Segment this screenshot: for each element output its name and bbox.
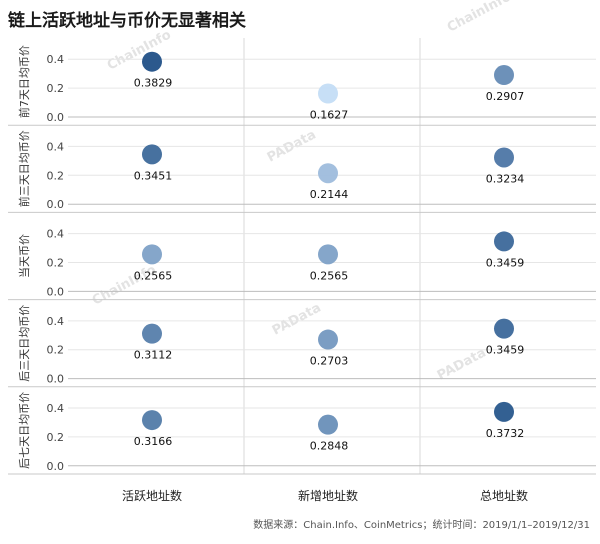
y-tick-label: 0.0 xyxy=(47,198,65,211)
data-point xyxy=(318,83,338,104)
data-point xyxy=(142,144,162,165)
y-tick-label: 0.0 xyxy=(47,460,65,473)
data-point xyxy=(142,410,162,431)
data-point xyxy=(318,329,338,350)
data-label: 0.3112 xyxy=(134,349,173,362)
y-tick-label: 0.0 xyxy=(47,285,65,298)
chart-title: 链上活跃地址与币价无显著相关 xyxy=(8,11,246,31)
data-point xyxy=(494,231,514,252)
data-point xyxy=(318,414,338,435)
watermark-text: ChainInfo xyxy=(445,0,514,36)
column-label: 新增地址数 xyxy=(298,488,358,503)
data-point xyxy=(494,318,514,339)
y-tick-label: 0.2 xyxy=(47,431,65,444)
y-tick-label: 0.4 xyxy=(47,402,65,415)
data-label: 0.3459 xyxy=(486,256,525,269)
row-label: 后三天日均币价 xyxy=(18,305,31,382)
row-label: 后七天日均币价 xyxy=(18,392,31,469)
data-label: 0.3459 xyxy=(486,344,525,357)
data-point xyxy=(142,323,162,344)
data-label: 0.3166 xyxy=(134,435,173,448)
y-tick-label: 0.4 xyxy=(47,315,65,328)
y-tick-label: 0.2 xyxy=(47,82,65,95)
row-label: 当天币价 xyxy=(17,234,31,278)
data-point xyxy=(494,401,514,422)
data-label: 0.3451 xyxy=(134,169,173,182)
data-label: 0.2848 xyxy=(310,440,349,453)
data-label: 0.2565 xyxy=(310,269,349,282)
watermark-text: PAData xyxy=(435,345,489,383)
y-tick-label: 0.2 xyxy=(47,257,65,270)
data-source-note: 数据来源：Chain.Info、CoinMetrics；统计时间：2019/1/… xyxy=(253,520,590,531)
data-point xyxy=(318,163,338,184)
y-tick-label: 0.4 xyxy=(47,140,65,153)
data-label: 0.3234 xyxy=(486,172,525,185)
watermark-text: PAData xyxy=(270,300,324,338)
y-tick-label: 0.4 xyxy=(47,53,65,66)
data-label: 0.2907 xyxy=(486,90,525,103)
data-point xyxy=(494,65,514,86)
data-label: 0.1627 xyxy=(310,108,349,121)
y-tick-label: 0.4 xyxy=(47,228,65,241)
y-tick-label: 0.2 xyxy=(47,169,65,182)
data-label: 0.3829 xyxy=(134,77,173,90)
y-tick-label: 0.0 xyxy=(47,111,65,124)
data-label: 0.2144 xyxy=(310,188,349,201)
row-label: 前三天日均币价 xyxy=(17,130,31,207)
column-label: 活跃地址数 xyxy=(122,488,182,503)
data-label: 0.2703 xyxy=(310,355,349,368)
y-tick-label: 0.0 xyxy=(47,373,65,386)
watermark-text: ChainInfo xyxy=(105,27,174,73)
data-label: 0.3732 xyxy=(486,427,525,440)
row-label: 前7天日均币价 xyxy=(17,45,31,118)
data-label: 0.2565 xyxy=(134,269,173,282)
data-point xyxy=(494,147,514,168)
data-point xyxy=(142,244,162,265)
data-point xyxy=(318,244,338,265)
column-label: 总地址数 xyxy=(480,488,528,503)
y-tick-label: 0.2 xyxy=(47,344,65,357)
data-point xyxy=(142,51,162,72)
